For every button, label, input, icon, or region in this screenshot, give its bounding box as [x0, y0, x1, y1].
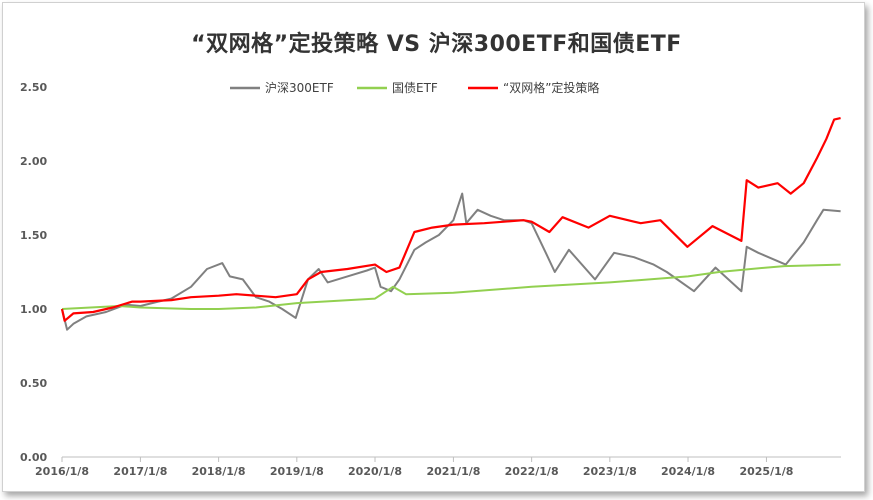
chart-frame	[2, 2, 865, 492]
x-tick-label: 2020/1/8	[348, 465, 402, 478]
y-tick-label: 2.50	[20, 81, 47, 94]
series-line-hs300-etf	[61, 192, 841, 331]
legend: 沪深300ETF 国债ETF “双网格”定投策略	[230, 80, 599, 95]
x-tick-label: 2017/1/8	[113, 465, 167, 478]
y-tick-label: 1.50	[20, 229, 47, 242]
x-tick-label: 2024/1/8	[661, 465, 715, 478]
x-tick-label: 2025/1/8	[739, 465, 793, 478]
x-tick-label: 2021/1/8	[426, 465, 480, 478]
legend-label-double-grid-strategy: “双网格”定投策略	[503, 80, 599, 95]
x-tick-label: 2016/1/8	[35, 465, 89, 478]
y-tick-label: 0.50	[20, 377, 47, 390]
series-group	[60, 117, 841, 331]
series-line-treasury-etf	[61, 263, 841, 310]
y-tick-label: 1.00	[20, 303, 47, 316]
x-tick-label: 2019/1/8	[270, 465, 324, 478]
legend-label-hs300-etf: 沪深300ETF	[265, 81, 334, 95]
x-tick-label: 2018/1/8	[192, 465, 246, 478]
y-tick-label: 0.00	[20, 451, 47, 464]
axes-group: 0.00 0.50 1.00 1.50 2.00 2.50 2016/1/8 2017/1/8…	[20, 81, 841, 478]
x-tick-label: 2023/1/8	[583, 465, 637, 478]
series-line-double-grid-strategy	[60, 117, 841, 322]
y-tick-label: 2.00	[20, 155, 47, 168]
legend-label-treasury-etf: 国债ETF	[392, 81, 438, 95]
x-tick-label: 2022/1/8	[505, 465, 559, 478]
chart-title: “双网格”定投策略 VS 沪深300ETF和国债ETF	[191, 32, 682, 57]
